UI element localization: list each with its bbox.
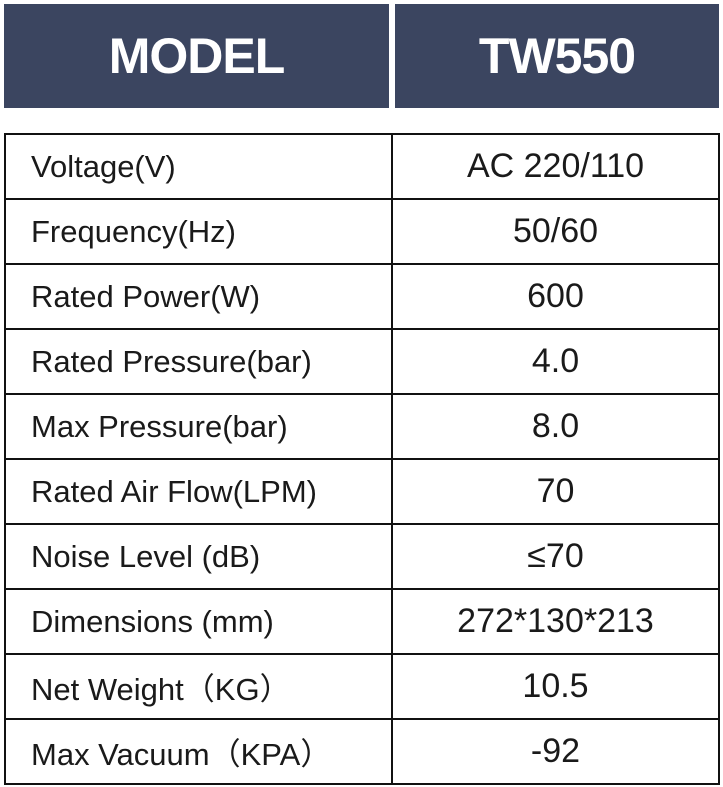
spec-label: Rated Pressure(bar): [6, 330, 393, 393]
header-cell: TW550: [395, 4, 719, 108]
spec-label: Max Vacuum（KPA）: [6, 720, 393, 783]
spec-value: AC 220/110: [466, 147, 645, 185]
table-row: Frequency(Hz) 50/60: [6, 198, 718, 263]
spec-value: 70: [536, 472, 575, 510]
spec-label: Frequency(Hz): [6, 200, 393, 263]
spec-value: 4.0: [531, 342, 580, 380]
spec-label: Rated Air Flow(LPM): [6, 460, 393, 523]
table-row: Noise Level (dB) ≤70: [6, 523, 718, 588]
spec-value: 50/60: [512, 212, 599, 250]
table-row: Max Vacuum（KPA） -92: [6, 718, 718, 783]
spec-label: Dimensions (mm): [6, 590, 393, 653]
spec-value: 600: [527, 277, 584, 315]
spec-value: ≤70: [527, 537, 584, 575]
table-row: Rated Air Flow(LPM) 70: [6, 458, 718, 523]
spec-value: -92: [530, 732, 581, 770]
table-row: Rated Pressure(bar) 4.0: [6, 328, 718, 393]
spec-label: Voltage(V): [6, 135, 393, 198]
spec-label: Noise Level (dB): [6, 525, 393, 588]
table-row: Dimensions (mm) 272*130*213: [6, 588, 718, 653]
spec-table: Voltage(V) AC 220/110 Frequency(Hz) 50/60 Ra…: [4, 133, 720, 785]
spec-value: 272*130*213: [457, 602, 654, 640]
table-row: Net Weight（KG） 10.5: [6, 653, 718, 718]
header-cell: MODEL: [4, 4, 389, 108]
table-row: Rated Power(W) 600: [6, 263, 718, 328]
spec-label: Net Weight（KG）: [6, 655, 393, 718]
table-row: Max Pressure(bar) 8.0: [6, 393, 718, 458]
spec-label: Rated Power(W): [6, 265, 393, 328]
spec-value: 8.0: [531, 407, 580, 445]
table-row: Voltage(V) AC 220/110: [6, 135, 718, 198]
spec-label: Max Pressure(bar): [6, 395, 393, 458]
spec-value: 10.5: [522, 667, 589, 705]
